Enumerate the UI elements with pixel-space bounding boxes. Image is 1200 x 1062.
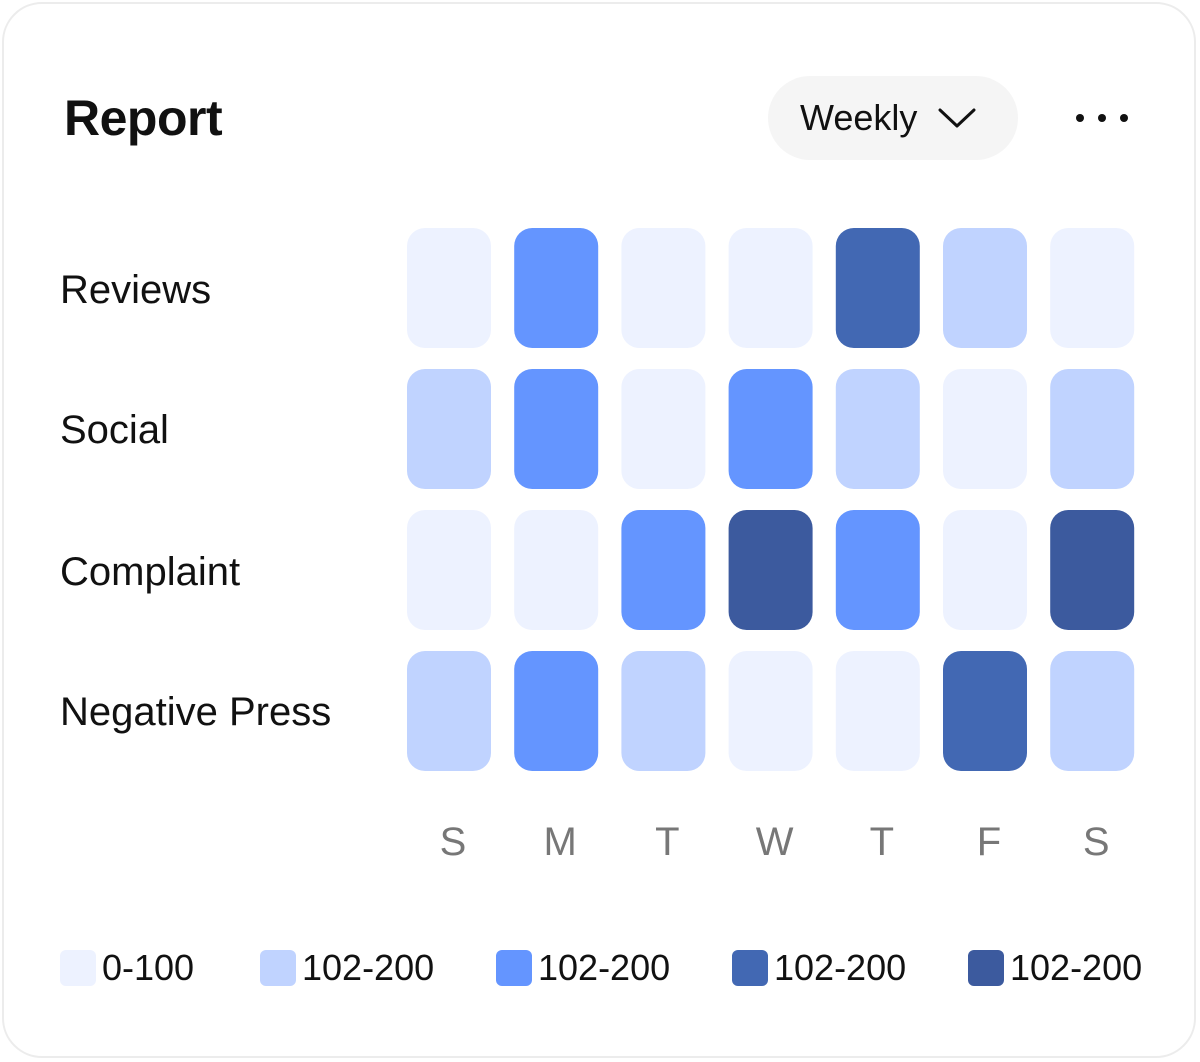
more-dots-icon: [1076, 114, 1128, 122]
legend-label-4: 102-200: [1010, 947, 1143, 988]
card-title: Report: [64, 90, 223, 146]
row-label-reviews: Reviews: [60, 268, 212, 312]
row-label-negative-press: Negative Press: [60, 690, 332, 734]
heatmap-cell-r2-c1: [514, 510, 599, 630]
heatmap-cell-r0-c3: [728, 228, 813, 348]
heatmap-cell-r1-c3: [728, 369, 813, 489]
legend-swatch-2: [496, 950, 532, 986]
heatmap-cell-r3-c6: [1050, 651, 1135, 771]
heatmap-cell-r2-c0: [407, 510, 491, 630]
heatmap-cell-r0-c5: [943, 228, 1027, 348]
day-label-4: T: [870, 820, 894, 864]
heatmap-cell-r3-c2: [621, 651, 706, 771]
heatmap-cell-r3-c0: [407, 651, 491, 771]
period-selected-value: Weekly: [800, 97, 918, 138]
heatmap-cell-r3-c1: [514, 651, 599, 771]
heatmap-cell-r3-c4: [835, 651, 920, 771]
legend-item-4: 102-200: [968, 946, 1142, 990]
chevron-down-icon: [938, 108, 976, 128]
heatmap-cell-r1-c2: [621, 369, 706, 489]
heatmap-cell-r1-c0: [407, 369, 491, 489]
heatmap-cell-r3-c5: [943, 651, 1027, 771]
heatmap-cell-r2-c3: [728, 510, 813, 630]
day-label-5: F: [977, 820, 1001, 864]
day-label-3: W: [756, 820, 794, 864]
heatmap-cell-r0-c6: [1050, 228, 1135, 348]
heatmap-cell-r1-c4: [835, 369, 920, 489]
legend-swatch-1: [260, 950, 296, 986]
heatmap-cell-r0-c4: [835, 228, 920, 348]
row-label-complaint: Complaint: [60, 550, 241, 594]
heatmap-cell-r2-c2: [621, 510, 706, 630]
heatmap-cell-r1-c1: [514, 369, 599, 489]
legend-item-2: 102-200: [496, 946, 670, 990]
heatmap-cell-r2-c4: [835, 510, 920, 630]
legend-swatch-0: [60, 950, 96, 986]
row-label-social: Social: [60, 408, 169, 452]
day-label-0: S: [440, 820, 467, 864]
day-label-2: T: [655, 820, 679, 864]
heatmap-cell-r1-c6: [1050, 369, 1135, 489]
legend-item-1: 102-200: [260, 946, 434, 990]
day-label-6: S: [1083, 820, 1110, 864]
heatmap-cell-r2-c5: [943, 510, 1027, 630]
legend-label-2: 102-200: [538, 947, 671, 988]
heatmap-cell-r1-c5: [943, 369, 1027, 489]
legend-label-1: 102-200: [302, 947, 435, 988]
legend-item-3: 102-200: [732, 946, 906, 990]
heatmap-cell-r0-c1: [514, 228, 599, 348]
legend-swatch-4: [968, 950, 1004, 986]
legend-swatch-3: [732, 950, 768, 986]
period-dropdown[interactable]: Weekly: [768, 76, 1018, 160]
legend-label-3: 102-200: [774, 947, 907, 988]
heatmap-cell-r0-c2: [621, 228, 706, 348]
heatmap-cell-r0-c0: [407, 228, 491, 348]
more-options-button[interactable]: [1064, 98, 1140, 138]
legend-label-0: 0-100: [102, 947, 195, 988]
heatmap-cell-r3-c3: [728, 651, 813, 771]
heatmap-cell-r2-c6: [1050, 510, 1135, 630]
legend-item-0: 0-100: [60, 946, 194, 990]
day-label-1: M: [544, 820, 577, 864]
